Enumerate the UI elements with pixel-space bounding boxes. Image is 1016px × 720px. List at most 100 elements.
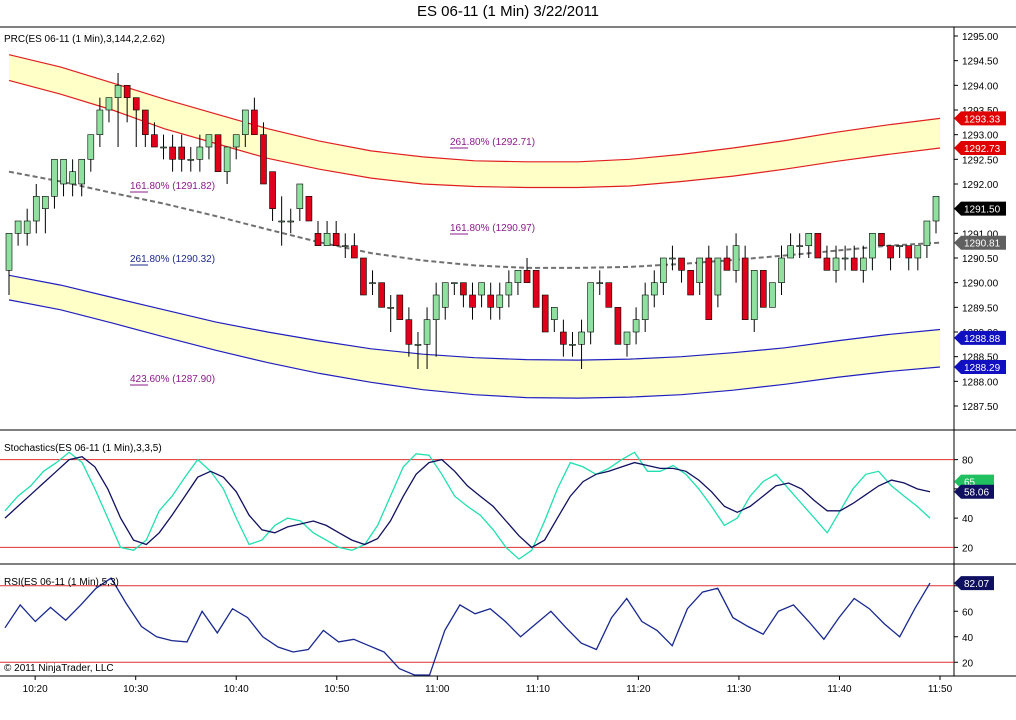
stochastics-label: Stochastics(ES 06-11 (1 Min),3,3,5): [4, 443, 162, 454]
candle-up: [369, 282, 376, 284]
candle: [432, 282, 440, 357]
candle: [378, 282, 385, 308]
candle-down: [814, 233, 822, 259]
time-tick-label: 11:30: [727, 684, 752, 695]
price-tag-bg: [954, 360, 1006, 375]
osc-tag: 82.07: [954, 576, 994, 591]
price-tag: 1291.50: [954, 201, 1006, 216]
candle: [187, 147, 195, 172]
candle-up: [632, 319, 640, 333]
candle: [351, 233, 358, 259]
candle-up: [496, 294, 504, 308]
candle: [532, 270, 540, 308]
candle-up: [750, 270, 758, 320]
candle-down: [351, 245, 358, 259]
rsi-line: [4, 577, 931, 676]
time-tick-label: 10:30: [123, 684, 148, 695]
candle-up: [896, 245, 903, 247]
time-tick-label: 11:00: [425, 684, 450, 695]
price-tick-label: 1294.00: [962, 81, 999, 92]
price-tag: 1290.81: [954, 235, 1006, 250]
candle: [587, 282, 594, 345]
candle: [887, 245, 894, 271]
candle-up: [323, 233, 331, 246]
fib-level-label: 161.80% (1291.82): [130, 181, 215, 192]
candle-up: [187, 159, 195, 161]
osc-tick-label: 20: [962, 658, 974, 669]
osc-tick-label: 40: [962, 633, 974, 644]
price-tag-label: 1291.50: [964, 205, 1001, 216]
candle: [469, 282, 476, 320]
candle: [69, 159, 76, 197]
candle-up: [550, 307, 558, 320]
candle-down: [887, 245, 894, 259]
candle-up: [859, 257, 867, 271]
candle: [541, 294, 549, 333]
candle-down: [878, 233, 885, 246]
candle: [51, 159, 58, 209]
price-tick-label: 1290.50: [962, 254, 999, 265]
candle-up: [514, 270, 522, 283]
candle: [514, 270, 522, 295]
candle: [632, 307, 640, 345]
candle-down: [723, 257, 731, 271]
candle-up: [32, 196, 40, 222]
candle-up: [778, 257, 785, 283]
candle: [832, 245, 840, 283]
candle: [205, 134, 213, 160]
price-tick-label: 1294.50: [962, 57, 999, 68]
candle-down: [305, 196, 313, 222]
candle: [796, 233, 803, 258]
fib-level-label: 261.80% (1290.32): [130, 254, 215, 265]
upper-band-outer-line: [8, 54, 941, 163]
candle-down: [687, 270, 694, 296]
candle-up: [832, 257, 840, 271]
osc-tag-bg: [954, 576, 994, 591]
candle: [850, 245, 858, 271]
candle-up: [805, 233, 813, 246]
candle: [896, 245, 903, 258]
time-axis: 10:20 10:30 10:40 10:50 11:00 11:10 11:20 11:30…: [23, 676, 953, 695]
candle: [305, 196, 313, 222]
price-tick-label: 1293.00: [962, 131, 999, 142]
lower-band-inner-line: [8, 274, 941, 361]
price-tick-label: 1289.50: [962, 303, 999, 314]
candle: [760, 270, 767, 308]
candle: [859, 245, 867, 283]
candle-down: [823, 257, 831, 271]
candle: [578, 319, 585, 369]
candle: [714, 257, 722, 308]
candle: [42, 196, 49, 234]
candle: [678, 257, 685, 283]
candle: [32, 184, 40, 234]
candle-up: [641, 294, 649, 320]
candle: [623, 331, 631, 357]
stochastics-panel[interactable]: 806040206558.06: [0, 451, 994, 560]
fib-level-label: 261.80% (1292.71): [450, 137, 535, 148]
candle-up: [296, 183, 304, 209]
candle-up: [596, 282, 604, 284]
time-tick-label: 11:20: [626, 684, 651, 695]
candle-up: [341, 245, 349, 247]
candle: [405, 307, 413, 357]
rsi-panel[interactable]: 8060402082.07: [0, 576, 994, 676]
candle-up: [932, 196, 940, 222]
candle-down: [487, 294, 494, 308]
candle-up: [78, 159, 86, 185]
candle: [5, 233, 13, 295]
candle-down: [123, 85, 131, 98]
upper-band-fill: [9, 54, 940, 188]
candle: [560, 319, 567, 357]
candle: [787, 233, 794, 259]
price-tag: 1288.29: [954, 360, 1006, 375]
candle: [114, 73, 122, 147]
price-tick-label: 1292.00: [962, 180, 999, 191]
candle: [496, 282, 504, 320]
candle: [96, 97, 104, 147]
candle-down: [396, 294, 404, 320]
candle: [151, 122, 158, 148]
price-tag-label: 1293.33: [964, 114, 1001, 125]
price-panel[interactable]: 1295.001294.501294.001293.501293.001292.…: [5, 32, 1006, 413]
candle-up: [623, 331, 631, 345]
